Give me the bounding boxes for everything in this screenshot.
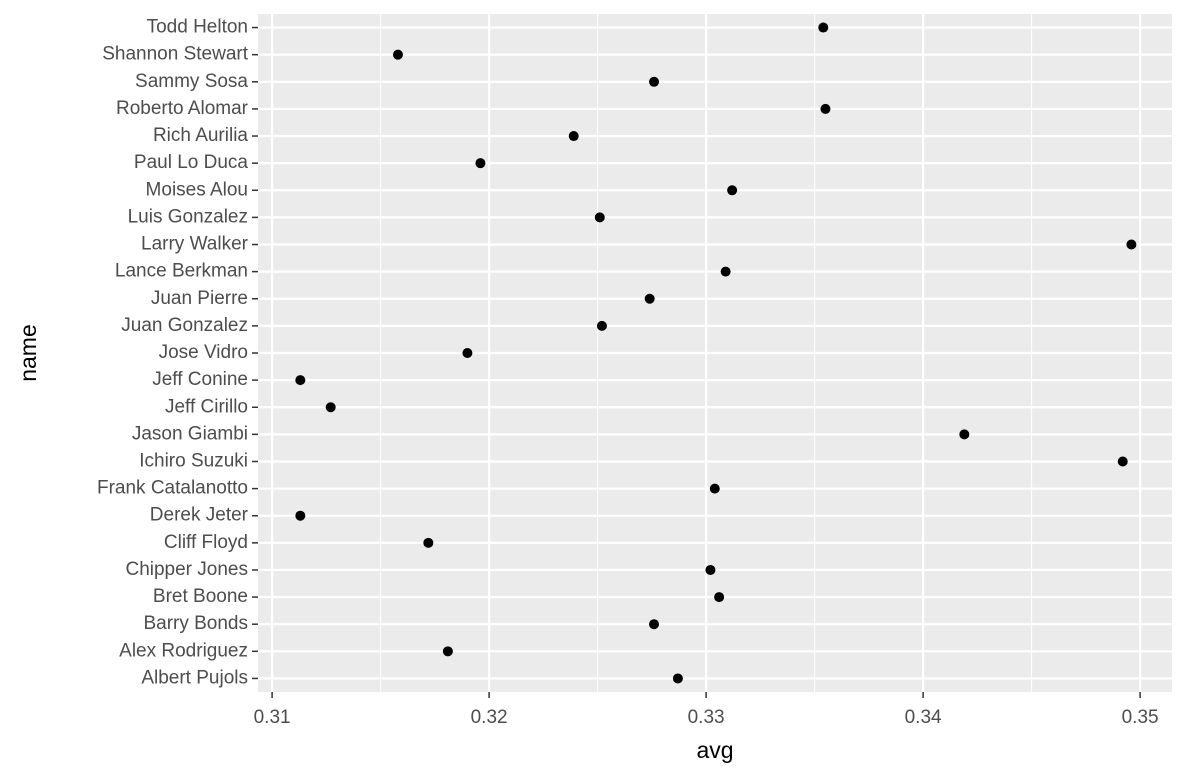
point bbox=[568, 131, 579, 142]
y-tick-label: Ichiro Suzuki bbox=[139, 450, 248, 471]
point bbox=[649, 76, 660, 87]
point bbox=[727, 185, 738, 196]
x-tick-label: 0.31 bbox=[254, 707, 291, 728]
point bbox=[423, 537, 434, 548]
point bbox=[720, 266, 731, 277]
y-tick-label: Larry Walker bbox=[141, 234, 249, 255]
y-tick-label: Jose Vidro bbox=[159, 342, 248, 363]
x-tick-label: 0.35 bbox=[1122, 707, 1159, 728]
point bbox=[818, 22, 829, 33]
y-tick-label: Juan Pierre bbox=[151, 288, 248, 309]
y-tick-label: Lance Berkman bbox=[115, 261, 248, 282]
point bbox=[709, 483, 720, 494]
y-tick-label: Frank Catalanotto bbox=[97, 478, 248, 499]
point bbox=[705, 564, 716, 575]
point bbox=[594, 212, 605, 223]
y-tick-label: Paul Lo Duca bbox=[134, 152, 249, 173]
point bbox=[295, 510, 306, 521]
x-axis-title: avg bbox=[696, 737, 733, 763]
y-tick-label: Luis Gonzalez bbox=[128, 206, 248, 227]
y-tick-label: Cliff Floyd bbox=[164, 532, 248, 553]
point bbox=[325, 402, 336, 413]
point bbox=[644, 293, 655, 304]
point bbox=[649, 619, 660, 630]
y-tick-label: Barry Bonds bbox=[143, 613, 248, 634]
y-tick-label: Chipper Jones bbox=[125, 559, 248, 580]
x-tick-label: 0.33 bbox=[688, 707, 725, 728]
y-tick-label: Bret Boone bbox=[153, 586, 248, 607]
y-tick-label: Moises Alou bbox=[146, 179, 248, 200]
point bbox=[820, 103, 831, 114]
point bbox=[462, 348, 473, 358]
y-tick-label: Shannon Stewart bbox=[102, 44, 248, 65]
y-tick-label: Jason Giambi bbox=[132, 423, 248, 444]
y-tick-label: Juan Gonzalez bbox=[121, 315, 248, 336]
y-tick-label: Jeff Conine bbox=[152, 369, 248, 390]
point bbox=[475, 158, 486, 169]
y-axis-title: name bbox=[15, 324, 41, 382]
y-tick-label: Alex Rodriguez bbox=[119, 640, 248, 661]
point bbox=[672, 673, 683, 684]
y-tick-label: Sammy Sosa bbox=[135, 71, 248, 92]
point bbox=[596, 320, 607, 331]
point bbox=[1126, 239, 1137, 250]
x-tick-label: 0.34 bbox=[905, 707, 942, 728]
y-tick-label: Jeff Cirillo bbox=[165, 396, 248, 417]
y-tick-label: Albert Pujols bbox=[141, 667, 248, 688]
point bbox=[392, 49, 403, 60]
point bbox=[714, 592, 725, 603]
y-tick-label: Roberto Alomar bbox=[116, 98, 249, 119]
point bbox=[959, 429, 970, 440]
point bbox=[1117, 456, 1128, 467]
y-tick-label: Rich Aurilia bbox=[153, 125, 248, 146]
y-tick-label: Todd Helton bbox=[147, 17, 248, 38]
point bbox=[442, 646, 453, 657]
point bbox=[295, 375, 306, 386]
x-tick-label: 0.32 bbox=[471, 707, 508, 728]
y-tick-label: Derek Jeter bbox=[150, 505, 249, 526]
